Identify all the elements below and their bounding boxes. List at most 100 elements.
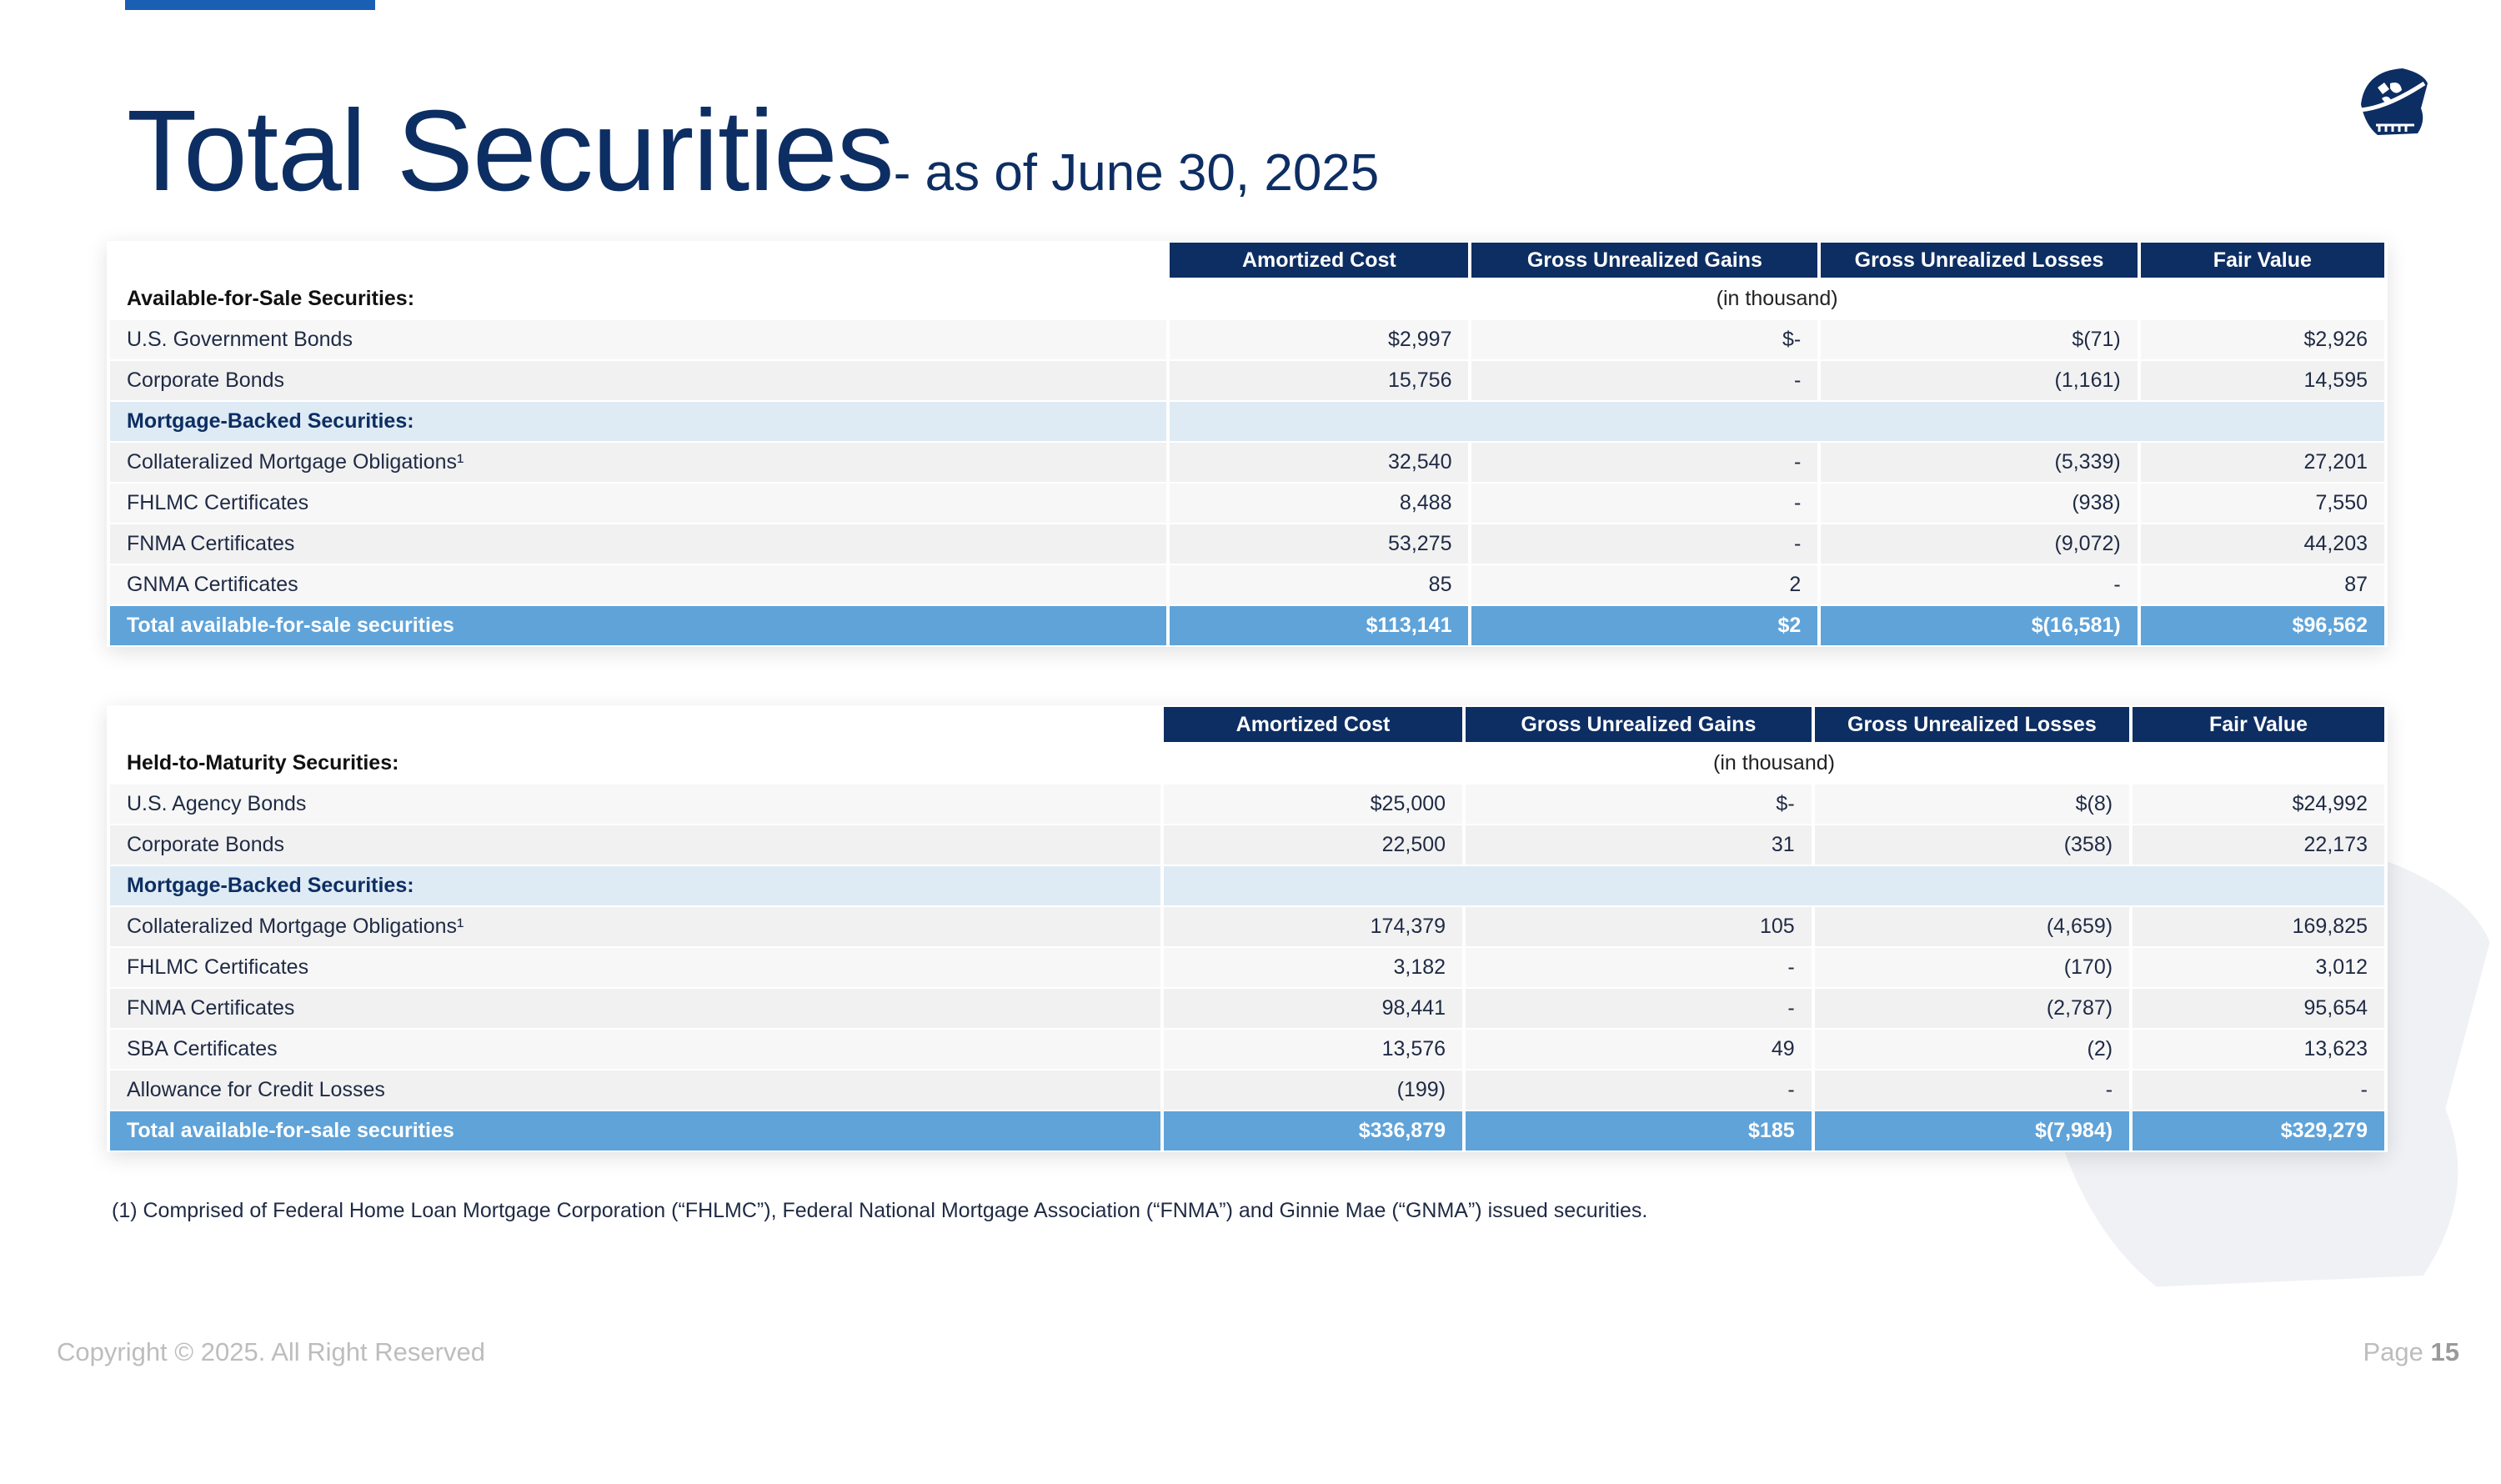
row-label: Mortgage-Backed Securities:: [110, 866, 1160, 905]
total-row: Total available-for-sale securities $113,…: [110, 606, 2384, 645]
value-cell: -: [1471, 484, 1818, 523]
value-cell: (5,339): [1821, 443, 2138, 482]
value-cell: 32,540: [1170, 443, 1469, 482]
page-label: Page: [2363, 1337, 2423, 1366]
page-title: Total Securities- as of June 30, 2025: [127, 85, 1379, 218]
value-cell: 105: [1466, 907, 1812, 946]
value-cell: 87: [2140, 565, 2384, 604]
value-cell: 22,500: [1164, 825, 1463, 865]
value-cell: 27,201: [2140, 443, 2384, 482]
row-label: Mortgage-Backed Securities:: [110, 402, 1167, 441]
row-label: Corporate Bonds: [110, 361, 1167, 400]
value-cell: -: [1814, 1070, 2130, 1110]
subsection-fill: [1170, 402, 2384, 441]
subsection-fill: [1164, 866, 2384, 905]
title-subtitle: - as of June 30, 2025: [893, 144, 1380, 202]
value-cell: -: [2133, 1070, 2384, 1110]
row-label: Allowance for Credit Losses: [110, 1070, 1160, 1110]
table-row: FNMA Certificates 98,441- (2,787) 95,654: [110, 989, 2384, 1028]
section-heading-row: Available-for-Sale Securities: (in thousa…: [110, 279, 2384, 318]
page-number: Page 15: [2363, 1337, 2459, 1367]
value-cell: -: [1471, 524, 1818, 564]
row-label: Total available-for-sale securities: [110, 606, 1167, 645]
available-for-sale-table: Amortized Cost Gross Unrealized Gains Gr…: [107, 241, 2388, 647]
value-cell: 3,182: [1164, 948, 1463, 987]
value-cell: $329,279: [2133, 1111, 2384, 1151]
value-cell: $-: [1466, 785, 1812, 824]
value-cell: 53,275: [1170, 524, 1469, 564]
table-row: FHLMC Certificates 8,488- (938) 7,550: [110, 484, 2384, 523]
table-row: U.S. Agency Bonds $25,000 $- $(8) $24,992: [110, 785, 2384, 824]
table-row: Collateralized Mortgage Obligations¹ 32,5…: [110, 443, 2384, 482]
value-cell: 3,012: [2133, 948, 2384, 987]
table-row: Corporate Bonds 15,756- (1,161) 14,595: [110, 361, 2384, 400]
value-cell: 2: [1471, 565, 1818, 604]
unit-label: (in thousand): [1170, 279, 2384, 318]
row-label: GNMA Certificates: [110, 565, 1167, 604]
value-cell: $(7,984): [1814, 1111, 2130, 1151]
value-cell: $96,562: [2140, 606, 2384, 645]
value-cell: 8,488: [1170, 484, 1469, 523]
value-cell: $2,997: [1170, 320, 1469, 359]
value-cell: (2,787): [1814, 989, 2130, 1028]
row-label: FHLMC Certificates: [110, 948, 1160, 987]
value-cell: 98,441: [1164, 989, 1463, 1028]
value-cell: $336,879: [1164, 1111, 1463, 1151]
value-cell: $25,000: [1164, 785, 1463, 824]
row-label: FNMA Certificates: [110, 989, 1160, 1028]
value-cell: (4,659): [1814, 907, 2130, 946]
copyright: Copyright © 2025. All Right Reserved: [57, 1337, 485, 1366]
column-header: Fair Value: [2140, 243, 2384, 278]
table-row: U.S. Government Bonds $2,997 $- $(71) $2,926: [110, 320, 2384, 359]
table-row: GNMA Certificates 85 2-87: [110, 565, 2384, 604]
row-label: Total available-for-sale securities: [110, 1111, 1160, 1151]
value-cell: 169,825: [2133, 907, 2384, 946]
value-cell: 31: [1466, 825, 1812, 865]
value-cell: -: [1466, 1070, 1812, 1110]
value-cell: (2): [1814, 1030, 2130, 1069]
value-cell: $185: [1466, 1111, 1812, 1151]
table-row: Allowance for Credit Losses (199) - - -: [110, 1070, 2384, 1110]
value-cell: -: [1821, 565, 2138, 604]
table-row: FHLMC Certificates 3,182- (170) 3,012: [110, 948, 2384, 987]
value-cell: (9,072): [1821, 524, 2138, 564]
value-cell: $(8): [1814, 785, 2130, 824]
row-label: FHLMC Certificates: [110, 484, 1167, 523]
row-label: SBA Certificates: [110, 1030, 1160, 1069]
value-cell: 14,595: [2140, 361, 2384, 400]
value-cell: $2,926: [2140, 320, 2384, 359]
value-cell: 49: [1466, 1030, 1812, 1069]
value-cell: 15,756: [1170, 361, 1469, 400]
row-label: U.S. Government Bonds: [110, 320, 1167, 359]
value-cell: (199): [1164, 1070, 1463, 1110]
value-cell: $-: [1471, 320, 1818, 359]
section-heading: Available-for-Sale Securities:: [110, 279, 1167, 318]
value-cell: (938): [1821, 484, 2138, 523]
column-header: Gross Unrealized Gains: [1471, 243, 1818, 278]
value-cell: -: [1471, 361, 1818, 400]
footnote: (1) Comprised of Federal Home Loan Mortg…: [112, 1199, 1648, 1222]
value-cell: $(16,581): [1821, 606, 2138, 645]
value-cell: (358): [1814, 825, 2130, 865]
column-header: Gross Unrealized Losses: [1821, 243, 2138, 278]
section-heading: Held-to-Maturity Securities:: [110, 744, 1160, 783]
value-cell: 13,623: [2133, 1030, 2384, 1069]
subsection-row: Mortgage-Backed Securities:: [110, 402, 2384, 441]
value-cell: 95,654: [2133, 989, 2384, 1028]
value-cell: (170): [1814, 948, 2130, 987]
value-cell: -: [1466, 948, 1812, 987]
column-header: Gross Unrealized Losses: [1814, 707, 2130, 742]
column-header: Amortized Cost: [1170, 243, 1469, 278]
row-label: Collateralized Mortgage Obligations¹: [110, 907, 1160, 946]
value-cell: 22,173: [2133, 825, 2384, 865]
value-cell: 7,550: [2140, 484, 2384, 523]
subsection-row: Mortgage-Backed Securities:: [110, 866, 2384, 905]
row-label: FNMA Certificates: [110, 524, 1167, 564]
table-row: FNMA Certificates 53,275- (9,072) 44,203: [110, 524, 2384, 564]
column-header: Amortized Cost: [1164, 707, 1463, 742]
column-header: Fair Value: [2133, 707, 2384, 742]
table-row: Corporate Bonds 22,500 31 (358) 22,173: [110, 825, 2384, 865]
row-label: U.S. Agency Bonds: [110, 785, 1160, 824]
value-cell: -: [1471, 443, 1818, 482]
skull-helmet-logo-icon: [2358, 68, 2428, 135]
